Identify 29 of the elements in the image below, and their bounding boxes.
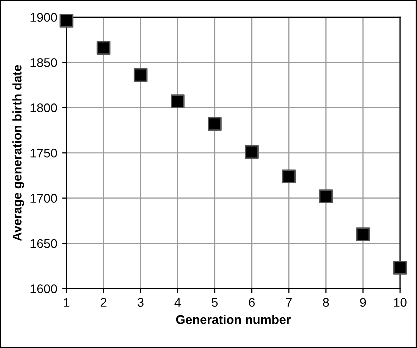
x-tick-label: 7: [286, 298, 292, 307]
point: [356, 228, 370, 242]
point: [134, 68, 148, 82]
y-tick-label: 1850: [30, 58, 58, 68]
point: [171, 94, 185, 108]
y-tick-label: 1900: [30, 13, 58, 22]
x-tick-label: 1: [64, 298, 70, 307]
point: [245, 145, 259, 160]
y-tick-label: 1800: [30, 104, 58, 113]
y-tick-label: 1700: [30, 194, 58, 204]
x-tick-label: 4: [174, 298, 182, 307]
point: [282, 170, 296, 184]
point: [208, 117, 222, 132]
point: [96, 41, 111, 56]
x-tick-label: 10: [394, 298, 407, 308]
x-tick-label: 3: [138, 298, 144, 308]
x-tick-label: 8: [323, 298, 330, 308]
y-tick-label: 1600: [30, 284, 58, 294]
point: [393, 261, 408, 275]
y-tick-label: 1750: [30, 148, 58, 158]
y-axis-title: Average generation birth date: [12, 65, 24, 242]
x-tick-label: 6: [249, 298, 255, 308]
x-axis-title: Generation number: [176, 315, 291, 324]
x-tick-label: 2: [100, 298, 107, 307]
x-tick-label: 9: [360, 298, 366, 308]
point: [60, 14, 74, 28]
y-tick-label: 1650: [30, 239, 58, 248]
point: [319, 190, 334, 204]
x-tick-label: 5: [212, 298, 218, 308]
